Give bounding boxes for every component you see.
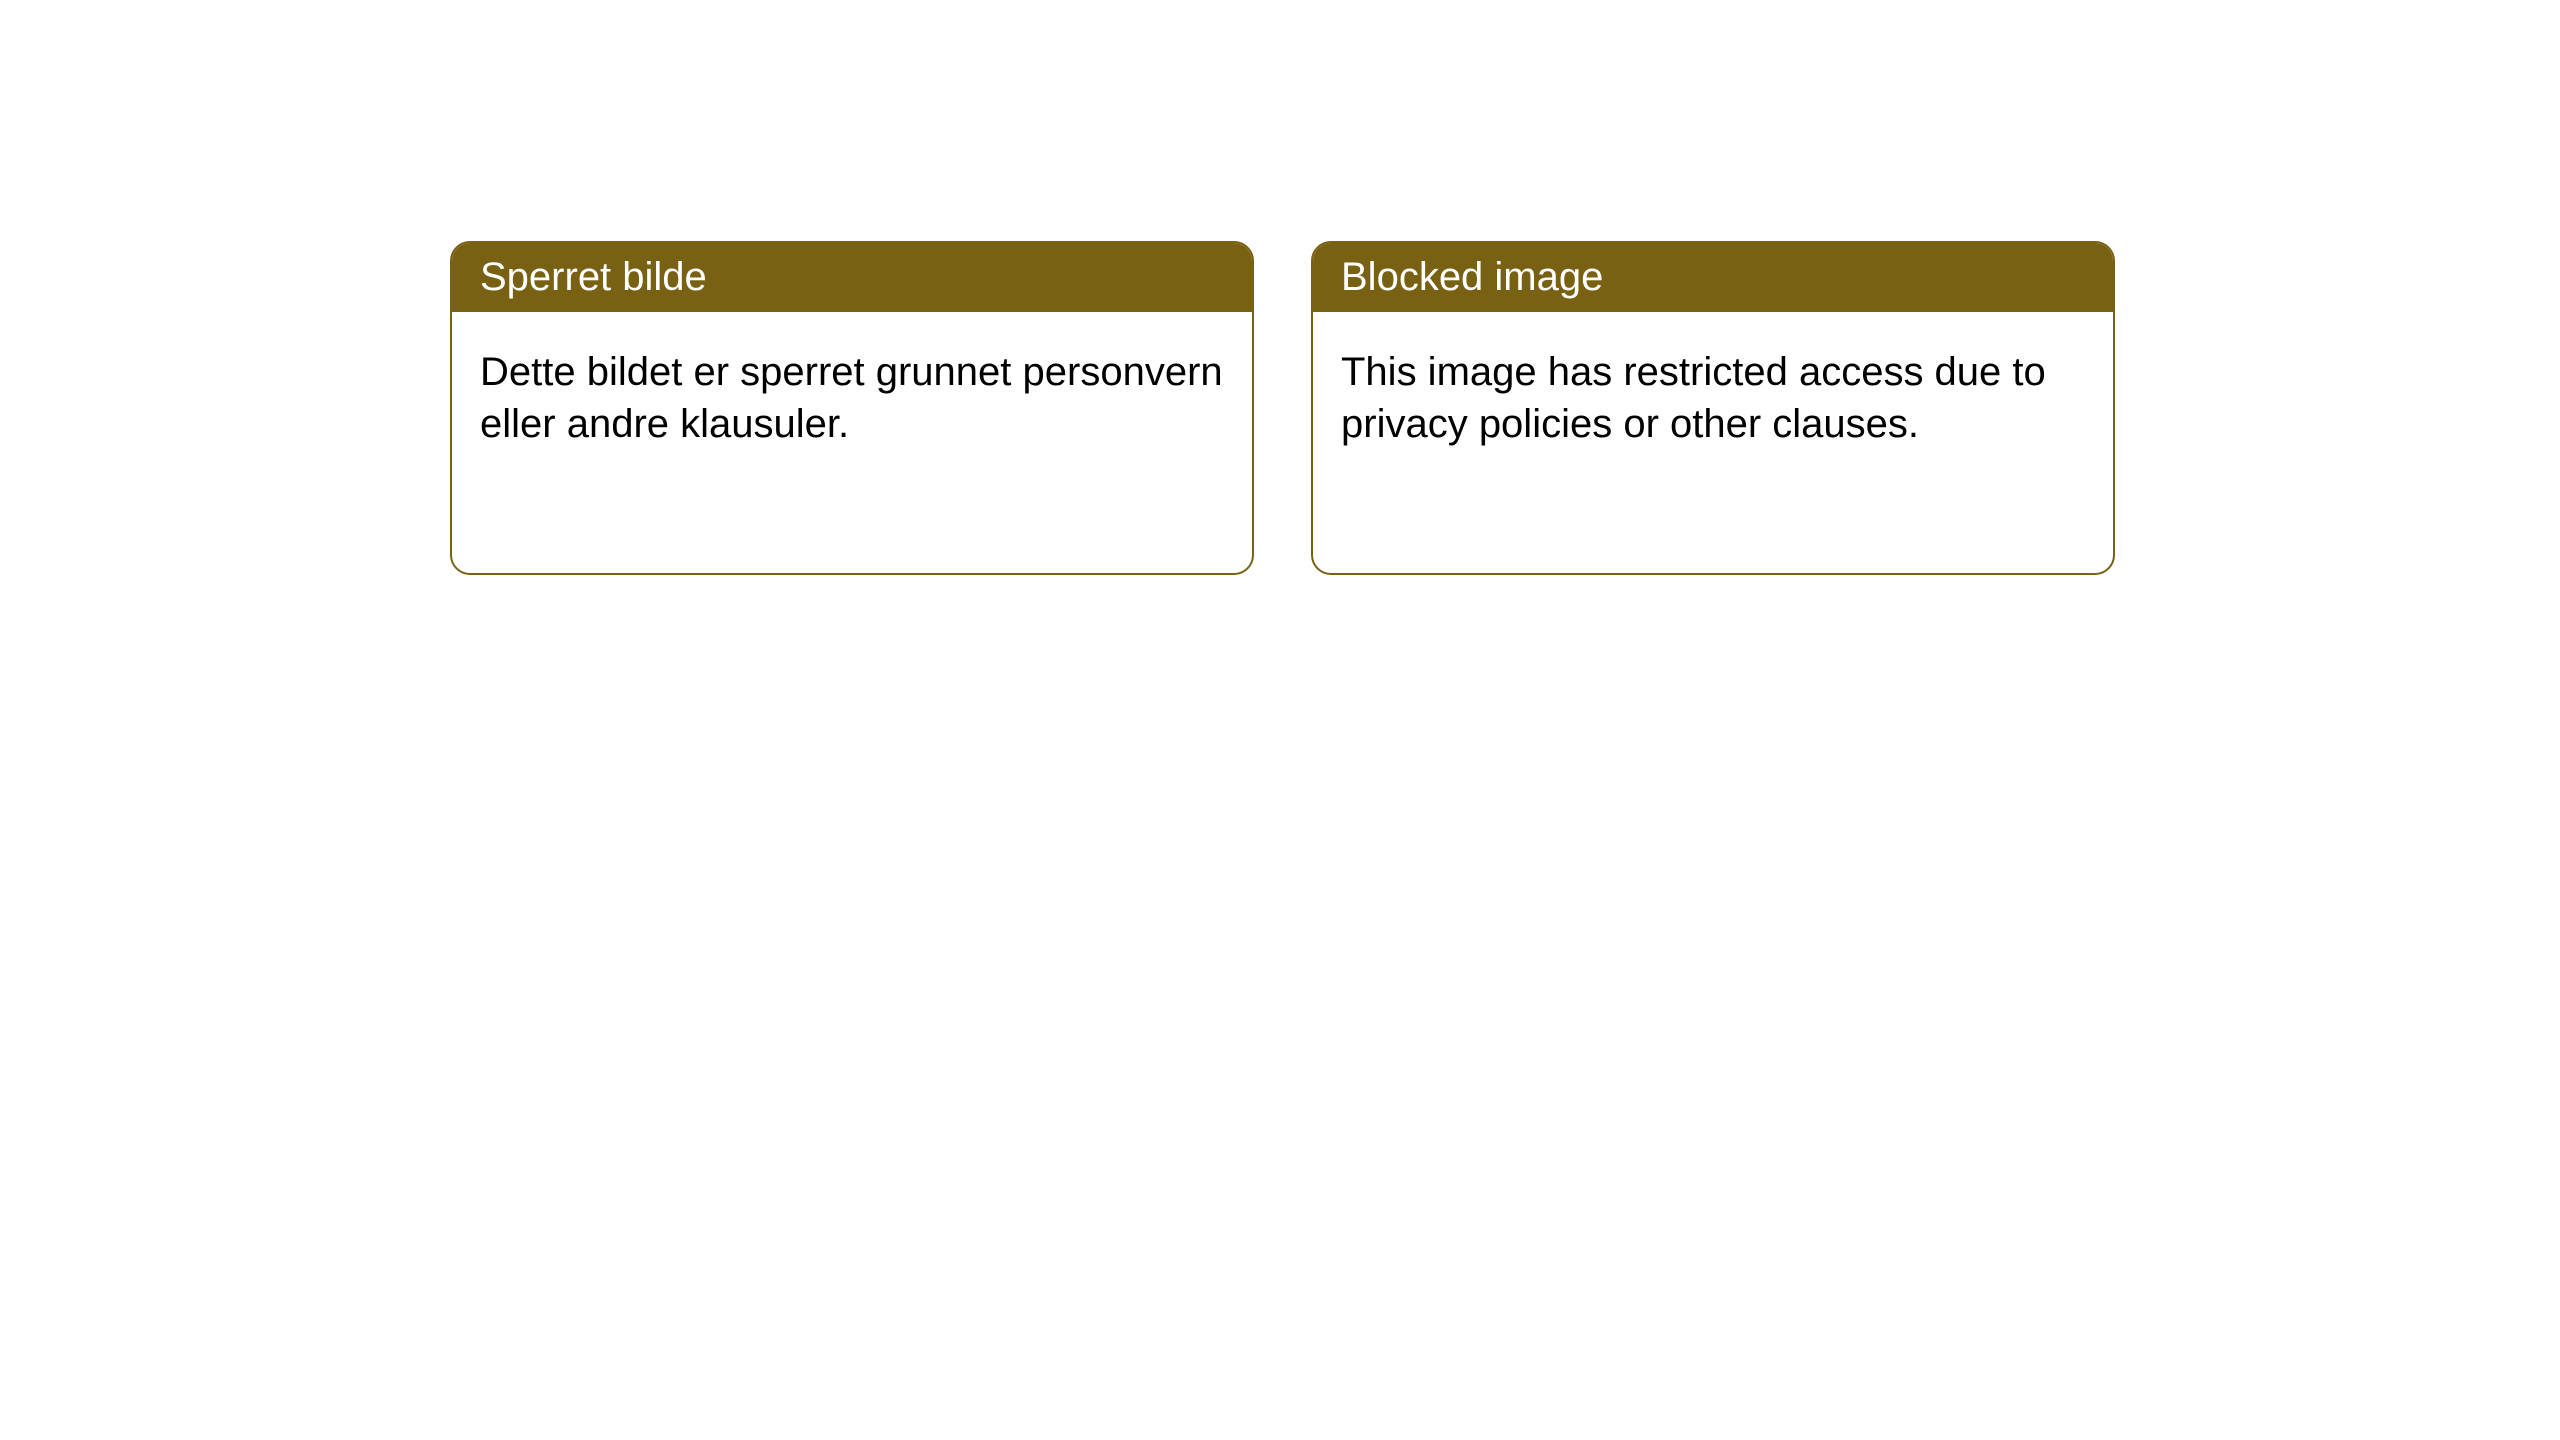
card-body-text: Dette bildet er sperret grunnet personve… xyxy=(480,350,1223,446)
card-body: Dette bildet er sperret grunnet personve… xyxy=(452,312,1252,484)
card-body-text: This image has restricted access due to … xyxy=(1341,350,2046,446)
card-title: Sperret bilde xyxy=(480,255,707,299)
card-title: Blocked image xyxy=(1341,255,1603,299)
card-header: Blocked image xyxy=(1313,243,2113,312)
card-body: This image has restricted access due to … xyxy=(1313,312,2113,484)
card-header: Sperret bilde xyxy=(452,243,1252,312)
notice-card-english: Blocked image This image has restricted … xyxy=(1311,241,2115,575)
notice-card-norwegian: Sperret bilde Dette bildet er sperret gr… xyxy=(450,241,1254,575)
notice-cards-container: Sperret bilde Dette bildet er sperret gr… xyxy=(450,241,2115,575)
